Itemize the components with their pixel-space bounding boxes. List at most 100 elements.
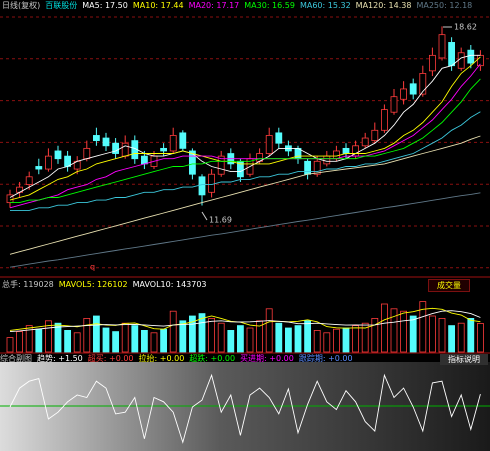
volume-bar (227, 329, 235, 353)
volume-bar (400, 310, 408, 353)
volume-bar (160, 328, 168, 353)
volume-bar (112, 331, 119, 353)
candle-body (419, 73, 427, 95)
legend-item: MA30: 16.59 (244, 1, 295, 10)
volume-bar (265, 308, 273, 353)
legend-item: 趋势: +1.50 (37, 354, 83, 363)
legend-item: 跟踪期: +0.00 (298, 354, 353, 363)
candle-body (93, 135, 100, 142)
volume-bar (236, 325, 244, 353)
candle-body (208, 173, 216, 193)
volume-bar (342, 327, 350, 353)
ma-line (9, 135, 481, 255)
candle-body (179, 132, 187, 149)
volume-title: 总手: 119028 (2, 280, 54, 289)
volume-bar (467, 317, 475, 353)
candle-body (448, 42, 456, 67)
volume-bar (390, 308, 398, 353)
ma-line (9, 373, 481, 444)
candle-body (102, 137, 110, 147)
volume-bar (140, 329, 148, 353)
volume-bar (35, 328, 43, 353)
candle-body (140, 155, 148, 165)
volume-bar (428, 315, 436, 353)
volume-bar (121, 322, 129, 353)
volume-bar (256, 320, 264, 353)
candle-body (169, 135, 177, 152)
volume-label[interactable]: 成交量 (428, 279, 470, 292)
volume-bar (313, 329, 321, 353)
volume-bar (93, 315, 100, 353)
volume-bar (294, 325, 302, 353)
volume-bar (6, 337, 14, 353)
volume-bar (25, 325, 33, 353)
volume-bar (332, 328, 340, 353)
candle-body (342, 147, 350, 154)
volume-bar (179, 320, 187, 353)
indicator-header: 综合副图 趋势: +1.50 超买: +0.00 拉抬: +0.00 超跌: +0.00… (0, 353, 353, 365)
ma-line (9, 192, 481, 268)
legend-item: 拉抬: +0.00 (138, 354, 185, 363)
candle-body (54, 150, 62, 160)
volume-bar (438, 317, 446, 353)
volume-bar (361, 322, 369, 353)
annotation-leader (201, 211, 208, 221)
legend-item: MAVOL10: 143703 (132, 280, 207, 289)
volume-bar (409, 315, 417, 353)
candle-body (275, 132, 283, 144)
candle-body (361, 137, 369, 147)
candle-body (121, 142, 129, 157)
candle-body (371, 129, 379, 142)
high-annotation: 18.62 (454, 23, 477, 32)
candle-body (160, 147, 168, 152)
ma-line (10, 111, 481, 211)
candle-body (457, 52, 465, 69)
candle-body (304, 160, 312, 175)
volume-bar (284, 327, 292, 353)
volume-bar (476, 323, 484, 353)
legend-item: 超跌: +0.00 (189, 354, 236, 363)
ma-line (9, 54, 481, 198)
volume-bar (457, 322, 465, 353)
legend-item: MA250: 12.18 (416, 1, 473, 10)
volume-bar (45, 320, 52, 353)
marker-annotation: q (90, 263, 95, 272)
candle-body (467, 49, 475, 64)
volume-bar (304, 320, 312, 353)
volume-bar (246, 327, 254, 353)
volume-bar (73, 332, 81, 353)
ma-line (9, 56, 481, 201)
volume-bar (102, 327, 110, 353)
plot-layer (0, 16, 490, 444)
candle-body (25, 176, 33, 185)
candle-body (188, 150, 196, 175)
legend-item: MA10: 17.44 (132, 1, 184, 10)
volume-bar (217, 322, 225, 353)
ma-line (9, 63, 481, 209)
candle-body (35, 166, 43, 170)
candle-body (428, 54, 436, 72)
candle-body (323, 155, 331, 165)
indicator-help[interactable]: 指标说明 (440, 354, 488, 365)
volume-bar (448, 325, 456, 353)
legend-item: MAVOL5: 126102 (58, 280, 128, 289)
candle-body (313, 160, 321, 175)
candle-body (438, 34, 446, 59)
low-annotation: 11.69 (209, 216, 232, 225)
volume-bar (83, 317, 91, 353)
ma-line (10, 78, 481, 204)
candle-body (217, 155, 225, 175)
candle-body (332, 150, 340, 160)
legend-item: MA120: 14.38 (355, 1, 412, 10)
indicator-title: 综合副图 (0, 354, 32, 363)
candle-body (400, 88, 408, 100)
stock-name: 百联股份 (45, 1, 78, 10)
volume-bar (188, 315, 196, 353)
volume-bar (64, 329, 71, 353)
legend-item: MA60: 15.32 (299, 1, 351, 10)
volume-bar (352, 325, 360, 353)
legend-item: 超买: +0.00 (87, 354, 134, 363)
chart-title: 日线(复权) (2, 1, 41, 10)
